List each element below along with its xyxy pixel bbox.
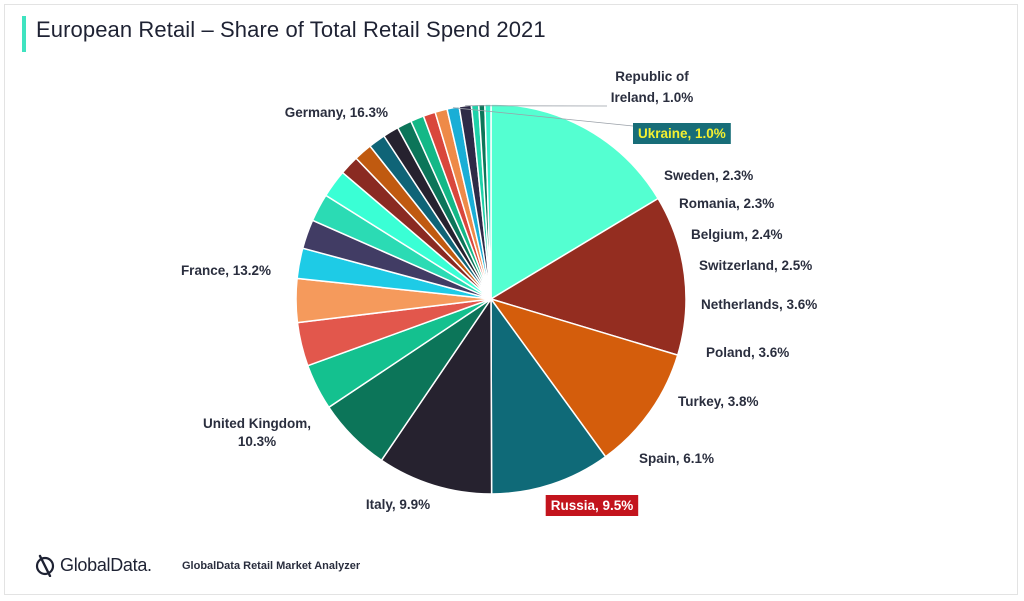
- pie-slice-germany: [490, 103, 660, 301]
- slice-label-sweden: Sweden, 2.3%: [664, 168, 753, 183]
- slice-label-germany: Germany, 16.3%: [285, 105, 388, 120]
- pie-slice-united-kingdom: [489, 297, 679, 458]
- highlight-box-ukraine: [633, 123, 731, 144]
- slice-label-belgium: Belgium, 2.4%: [691, 227, 783, 242]
- slice-label-turkey: Turkey, 3.8%: [678, 394, 759, 409]
- highlight-box-russia: [545, 495, 639, 516]
- leader-line-ukraine: [453, 107, 634, 127]
- slice-label-italy: Italy, 9.9%: [366, 497, 430, 512]
- leader-lines: [453, 105, 634, 127]
- pie-slice-italy: [490, 296, 607, 495]
- pie-slice-russia: [380, 296, 493, 495]
- slice-label-netherlands: Netherlands, 3.6%: [701, 297, 817, 312]
- slice-label-spain: Spain, 6.1%: [639, 451, 714, 466]
- brand-name: GlobalData.: [60, 554, 152, 575]
- slice-label-republic-of-ireland: Republic of: [615, 69, 689, 84]
- slice-labels: Germany, 16.3% France, 13.2% United Kingdo…: [181, 69, 817, 516]
- title-accent-bar: [22, 16, 26, 52]
- slice-label-ukraine: Ukraine, 1.0%: [638, 126, 726, 141]
- slice-label-romania: Romania, 2.3%: [679, 196, 774, 211]
- slice-label-france: France, 13.2%: [181, 263, 271, 278]
- page-title: European Retail – Share of Total Retail …: [36, 17, 546, 42]
- slice-label-russia: Russia, 9.5%: [551, 498, 634, 513]
- globaldata-logo: GlobalData.: [34, 553, 152, 577]
- pie-slice-other-11: [484, 103, 492, 300]
- slice-label-poland: Poland, 3.6%: [706, 345, 789, 360]
- source-note: GlobalData Retail Market Analyzer: [182, 560, 361, 572]
- pie-slice-france: [489, 197, 687, 357]
- globaldata-logo-icon: [35, 554, 55, 577]
- pie-slices: [295, 103, 687, 495]
- slice-label-republic-of-ireland-line2: Ireland, 1.0%: [611, 90, 694, 105]
- slice-label-switzerland: Switzerland, 2.5%: [699, 258, 812, 273]
- slice-label-united-kingdom-line2: 10.3%: [238, 434, 276, 449]
- slice-label-united-kingdom: United Kingdom,: [203, 416, 311, 431]
